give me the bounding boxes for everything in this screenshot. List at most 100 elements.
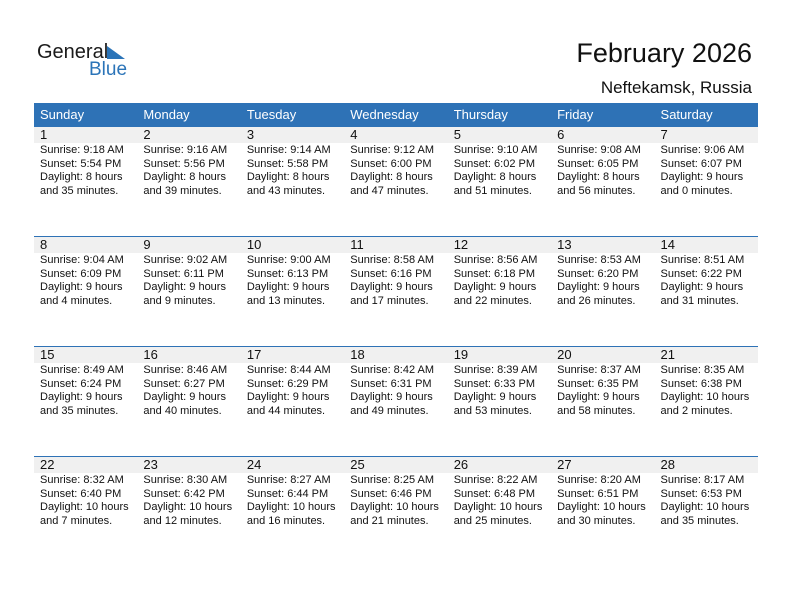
daylight: Daylight: 9 hours — [143, 281, 226, 293]
day-cell: 10 Sunrise: 9:00 AM Sunset: 6:13 PM Dayligh… — [240, 237, 345, 308]
daylight: Daylight: 8 hours — [143, 171, 226, 183]
sunset: Sunset: 6:27 PM — [143, 377, 225, 390]
daylight-minutes: and 21 minutes. — [350, 514, 429, 527]
daylight-minutes: and 43 minutes. — [246, 184, 326, 197]
sunset: Sunset: 6:00 PM — [350, 157, 432, 170]
day-info: Sunrise: 9:12 AM Sunset: 6:00 PM Daylight:… — [344, 143, 447, 198]
day-number: 25 — [344, 457, 448, 473]
daylight: Daylight: 10 hours — [143, 501, 233, 513]
sunset: Sunset: 6:11 PM — [143, 267, 224, 280]
day-cell: 24 Sunrise: 8:27 AM Sunset: 6:44 PM Dayligh… — [240, 457, 345, 528]
day-number: 15 — [34, 347, 138, 363]
day-info: Sunrise: 8:53 AM Sunset: 6:20 PM Daylight:… — [551, 253, 654, 308]
day-number: 9 — [137, 237, 241, 253]
daylight-minutes: and 17 minutes. — [350, 294, 429, 307]
week-row: 22 Sunrise: 8:32 AM Sunset: 6:40 PM Dayligh… — [34, 456, 758, 528]
sunset: Sunset: 6:42 PM — [143, 487, 225, 500]
day-number: 22 — [34, 457, 138, 473]
sunset: Sunset: 6:07 PM — [660, 157, 742, 170]
day-number: 23 — [137, 457, 241, 473]
sunset: Sunset: 6:20 PM — [557, 267, 639, 280]
day-number: 13 — [551, 237, 655, 253]
logo: General Blue — [37, 42, 127, 80]
sunrise: Sunrise: 8:42 AM — [350, 364, 435, 376]
sunrise: Sunrise: 8:51 AM — [660, 254, 745, 266]
sunrise: Sunrise: 9:10 AM — [453, 144, 538, 156]
weekday-saturday: Saturday — [660, 107, 713, 122]
sunset: Sunset: 6:53 PM — [660, 487, 742, 500]
sunrise: Sunrise: 8:17 AM — [660, 474, 745, 486]
daylight: Daylight: 9 hours — [40, 391, 123, 403]
day-info: Sunrise: 9:06 AM Sunset: 6:07 PM Daylight:… — [655, 143, 758, 198]
sunrise: Sunrise: 8:20 AM — [557, 474, 641, 486]
daylight-minutes: and 35 minutes. — [660, 514, 739, 527]
sunrise: Sunrise: 8:35 AM — [660, 364, 745, 376]
day-cell: 6 Sunrise: 9:08 AM Sunset: 6:05 PM Daylight… — [551, 127, 655, 198]
location: Neftekamsk, Russia — [600, 78, 752, 97]
day-info: Sunrise: 8:51 AM Sunset: 6:22 PM Daylight:… — [655, 253, 758, 308]
sunset: Sunset: 6:05 PM — [557, 157, 639, 170]
daylight: Daylight: 9 hours — [350, 391, 433, 403]
sunset: Sunset: 6:16 PM — [350, 267, 432, 280]
day-cell: 2 Sunrise: 9:16 AM Sunset: 5:56 PM Daylight… — [137, 127, 241, 198]
daylight: Daylight: 9 hours — [557, 391, 640, 403]
day-number: 17 — [240, 347, 345, 363]
day-cell: 28 Sunrise: 8:17 AM Sunset: 6:53 PM Dayligh… — [654, 457, 758, 528]
day-cell: 3 Sunrise: 9:14 AM Sunset: 5:58 PM Daylight… — [240, 127, 345, 198]
daylight-minutes: and 2 minutes. — [660, 404, 733, 417]
day-cell: 22 Sunrise: 8:32 AM Sunset: 6:40 PM Dayligh… — [34, 457, 138, 528]
sunrise: Sunrise: 9:08 AM — [557, 144, 641, 156]
day-cell: 20 Sunrise: 8:37 AM Sunset: 6:35 PM Dayligh… — [551, 347, 655, 418]
daylight-minutes: and 35 minutes. — [40, 404, 119, 417]
daylight-minutes: and 39 minutes. — [143, 184, 222, 197]
day-number: 3 — [240, 127, 345, 143]
daylight-minutes: and 12 minutes. — [143, 514, 222, 527]
daylight: Daylight: 8 hours — [40, 171, 123, 183]
day-info: Sunrise: 8:30 AM Sunset: 6:42 PM Daylight:… — [137, 473, 240, 528]
day-number: 20 — [551, 347, 655, 363]
daylight: Daylight: 8 hours — [557, 171, 640, 183]
day-number: 21 — [654, 347, 758, 363]
daylight-minutes: and 0 minutes. — [660, 184, 733, 197]
logo-text-blue: Blue — [89, 59, 128, 80]
day-info: Sunrise: 9:14 AM Sunset: 5:58 PM Daylight:… — [241, 143, 344, 198]
weekday-wednesday: Wednesday — [350, 107, 419, 122]
day-number: 28 — [654, 457, 758, 473]
sunset: Sunset: 6:24 PM — [40, 377, 122, 390]
daylight: Daylight: 9 hours — [557, 281, 640, 293]
day-number: 5 — [447, 127, 552, 143]
daylight: Daylight: 9 hours — [660, 171, 744, 183]
daylight: Daylight: 9 hours — [453, 281, 537, 293]
day-cell: 9 Sunrise: 9:02 AM Sunset: 6:11 PM Daylight… — [137, 237, 241, 308]
daylight: Daylight: 10 hours — [557, 501, 646, 513]
day-info: Sunrise: 8:17 AM Sunset: 6:53 PM Daylight:… — [655, 473, 758, 528]
day-info: Sunrise: 8:20 AM Sunset: 6:51 PM Daylight:… — [551, 473, 654, 528]
day-info: Sunrise: 8:37 AM Sunset: 6:35 PM Daylight:… — [551, 363, 654, 418]
day-number: 16 — [137, 347, 241, 363]
sunrise: Sunrise: 8:46 AM — [143, 364, 228, 376]
day-number: 24 — [240, 457, 345, 473]
sunrise: Sunrise: 8:30 AM — [143, 474, 228, 486]
day-info: Sunrise: 9:08 AM Sunset: 6:05 PM Daylight:… — [551, 143, 654, 198]
day-cell: 12 Sunrise: 8:56 AM Sunset: 6:18 PM Dayligh… — [447, 237, 552, 308]
day-info: Sunrise: 8:39 AM Sunset: 6:33 PM Daylight:… — [448, 363, 551, 418]
weekday-thursday: Thursday — [453, 107, 508, 122]
day-info: Sunrise: 8:49 AM Sunset: 6:24 PM Daylight:… — [34, 363, 137, 418]
sunset: Sunset: 5:56 PM — [143, 157, 225, 170]
sunset: Sunset: 6:35 PM — [557, 377, 639, 390]
day-cell: 7 Sunrise: 9:06 AM Sunset: 6:07 PM Daylight… — [654, 127, 758, 198]
daylight-minutes: and 56 minutes. — [557, 184, 636, 197]
sunset: Sunset: 6:09 PM — [40, 267, 122, 280]
sunrise: Sunrise: 8:25 AM — [350, 474, 435, 486]
daylight: Daylight: 9 hours — [453, 391, 537, 403]
daylight-minutes: and 58 minutes. — [557, 404, 636, 417]
day-cell: 17 Sunrise: 8:44 AM Sunset: 6:29 PM Dayligh… — [240, 347, 345, 418]
sunset: Sunset: 6:46 PM — [350, 487, 432, 500]
day-info: Sunrise: 9:00 AM Sunset: 6:13 PM Daylight:… — [241, 253, 344, 308]
sunrise: Sunrise: 8:27 AM — [246, 474, 331, 486]
logo-triangle-icon — [107, 46, 125, 59]
sunrise: Sunrise: 8:39 AM — [453, 364, 538, 376]
sunset: Sunset: 6:22 PM — [660, 267, 742, 280]
day-cell: 5 Sunrise: 9:10 AM Sunset: 6:02 PM Daylight… — [447, 127, 552, 198]
